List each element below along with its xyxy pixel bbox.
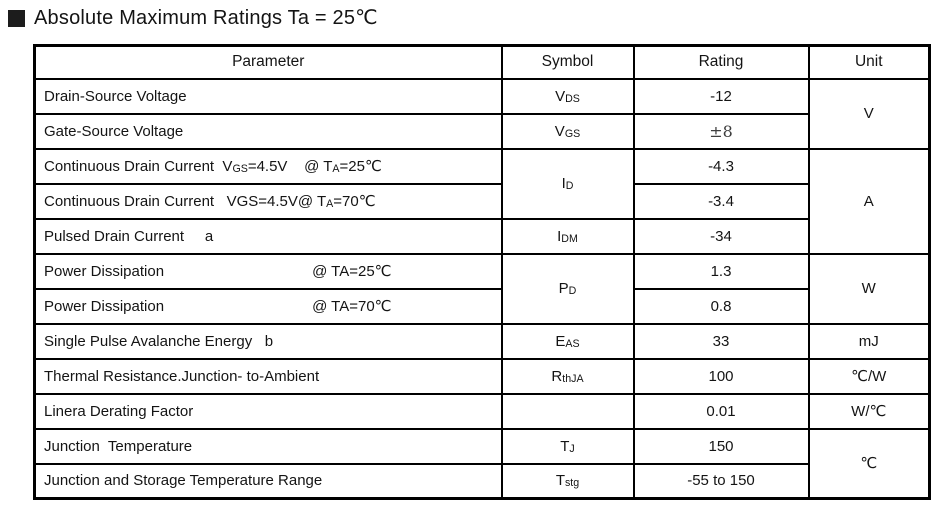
cell-rating: 0.8 — [632, 287, 810, 325]
cell-symbol: EAS — [500, 322, 635, 360]
column-header-rating: Rating — [632, 44, 810, 80]
cell-rating: 1.3 — [632, 252, 810, 290]
cell-rating: 150 — [632, 427, 810, 465]
cell-param: Power Dissipation @ TA=70℃ — [33, 287, 503, 325]
cell-symbol: ID — [500, 147, 635, 220]
cell-rating: 0.01 — [632, 392, 810, 430]
table-header-row: Parameter Symbol Rating Unit — [33, 44, 931, 80]
cell-rating: -34 — [632, 217, 810, 255]
cell-symbol: RthJA — [500, 357, 635, 395]
cell-param: Continuous Drain Current VGS=4.5V@ TA=70… — [33, 182, 503, 220]
cell-param: Pulsed Drain Current a — [33, 217, 503, 255]
table-row: Continuous Drain Current VGS=4.5V @ TA=2… — [33, 147, 931, 255]
cell-symbol: Tstg — [500, 462, 635, 500]
cell-param: Gate-Source Voltage — [33, 112, 503, 150]
cell-symbol: VGS — [500, 112, 635, 150]
cell-unit: V — [807, 77, 931, 150]
table-row: Single Pulse Avalanche Energy b EAS 33 mJ — [33, 322, 931, 360]
table-row: Drain-Source Voltage VDS -12 V — [33, 77, 931, 150]
cell-rating: -3.4 — [632, 182, 810, 220]
cell-unit: A — [807, 147, 931, 255]
cell-param: Continuous Drain Current VGS=4.5V @ TA=2… — [33, 147, 503, 185]
table-row: Junction Temperature TJ 150 ℃ — [33, 427, 931, 500]
cell-symbol — [500, 392, 635, 430]
cell-rating: -12 — [632, 77, 810, 115]
section-title: Absolute Maximum Ratings Ta = 25℃ — [8, 5, 378, 30]
section-title-text: Absolute Maximum Ratings Ta = 25℃ — [34, 7, 378, 29]
cell-rating: ±8 — [632, 112, 810, 150]
table-row: Thermal Resistance.Junction- to-Ambient R… — [33, 357, 931, 395]
cell-unit: ℃/W — [807, 357, 931, 395]
cell-param: Junction and Storage Temperature Range — [33, 462, 503, 500]
cell-param: Linera Derating Factor — [33, 392, 503, 430]
cell-symbol: VDS — [500, 77, 635, 115]
cell-symbol: TJ — [500, 427, 635, 465]
table-row: Pulsed Drain Current a IDM -34 — [33, 217, 930, 255]
cell-rating: 100 — [632, 357, 810, 395]
cell-symbol: IDM — [500, 217, 635, 255]
column-header-unit: Unit — [807, 44, 931, 80]
cell-rating: -55 to 150 — [632, 462, 810, 500]
cell-unit: ℃ — [807, 427, 931, 500]
cell-param: Thermal Resistance.Junction- to-Ambient — [33, 357, 503, 395]
cell-symbol: PD — [500, 252, 635, 325]
column-header-parameter: Parameter — [33, 44, 503, 80]
cell-param: Power Dissipation @ TA=25℃ — [33, 252, 503, 290]
cell-param: Single Pulse Avalanche Energy b — [33, 322, 503, 360]
table-row: Junction and Storage Temperature Range Ts… — [33, 462, 930, 500]
column-header-symbol: Symbol — [500, 44, 635, 80]
absolute-maximum-ratings-table: Parameter Symbol Rating Unit Drain-Sourc… — [33, 44, 931, 500]
cell-unit: W/℃ — [807, 392, 931, 430]
table-row: Gate-Source Voltage VGS ±8 — [33, 112, 930, 150]
table-row: Power Dissipation @ TA=70℃ 0.8 — [33, 287, 930, 325]
cell-rating: -4.3 — [632, 147, 810, 185]
cell-unit: mJ — [807, 322, 931, 360]
cell-param: Drain-Source Voltage — [33, 77, 503, 115]
cell-unit: W — [807, 252, 931, 325]
section-bullet-icon — [8, 9, 25, 27]
table-row: Continuous Drain Current VGS=4.5V@ TA=70… — [33, 182, 930, 220]
table-row: Linera Derating Factor 0.01 W/℃ — [33, 392, 931, 430]
cell-rating: 33 — [632, 322, 810, 360]
table-row: Power Dissipation @ TA=25℃ PD 1.3 W — [33, 252, 931, 325]
cell-param: Junction Temperature — [33, 427, 503, 465]
ratings-table-body: Drain-Source Voltage VDS -12 V Gate-Source V… — [33, 77, 931, 500]
